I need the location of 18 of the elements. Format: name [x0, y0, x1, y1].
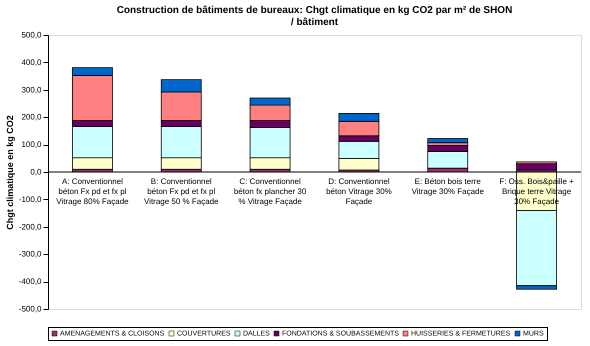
y-tick-label: 100,0 [21, 140, 42, 150]
y-tick-label: -200,0 [18, 222, 42, 232]
y-tick-label: 400,0 [21, 58, 42, 67]
y-tick-label: 200,0 [21, 112, 42, 122]
y-tick-label: 0,0 [30, 168, 42, 176]
y-tick-label: -500,0 [18, 304, 42, 314]
chart-title: Construction de bâtiments de bureaux: Chgt climatique en kg CO2 par m² de SHON / bâtiment [116, 5, 512, 28]
x-tick-label: D: Conventionnel béton Vitrage 30% Façade [326, 177, 392, 206]
x-tick-label: B: Conventionnel béton Fx pd et fx pl Vitrage 50 % Façade [144, 177, 220, 206]
y-tick-label: 300,0 [21, 85, 42, 94]
x-tick-label: E: Béton bois terre Vitrage 30% Façade [412, 177, 484, 196]
y-axis-title: Chgt climatique en kg CO2 [4, 115, 15, 230]
y-tick-label: -100,0 [18, 194, 42, 204]
y-tick-label: 500,0 [21, 30, 42, 40]
x-tick-label: A: Conventionnel béton Fx pd et fx pl Vitrage 80% Façade [56, 177, 130, 206]
y-tick-label: -400,0 [18, 277, 42, 286]
y-tick-label: -300,0 [18, 250, 42, 259]
x-tick-label: C: Conventionnel béton fx plancher 30 % Vitrage Façade [234, 177, 307, 206]
